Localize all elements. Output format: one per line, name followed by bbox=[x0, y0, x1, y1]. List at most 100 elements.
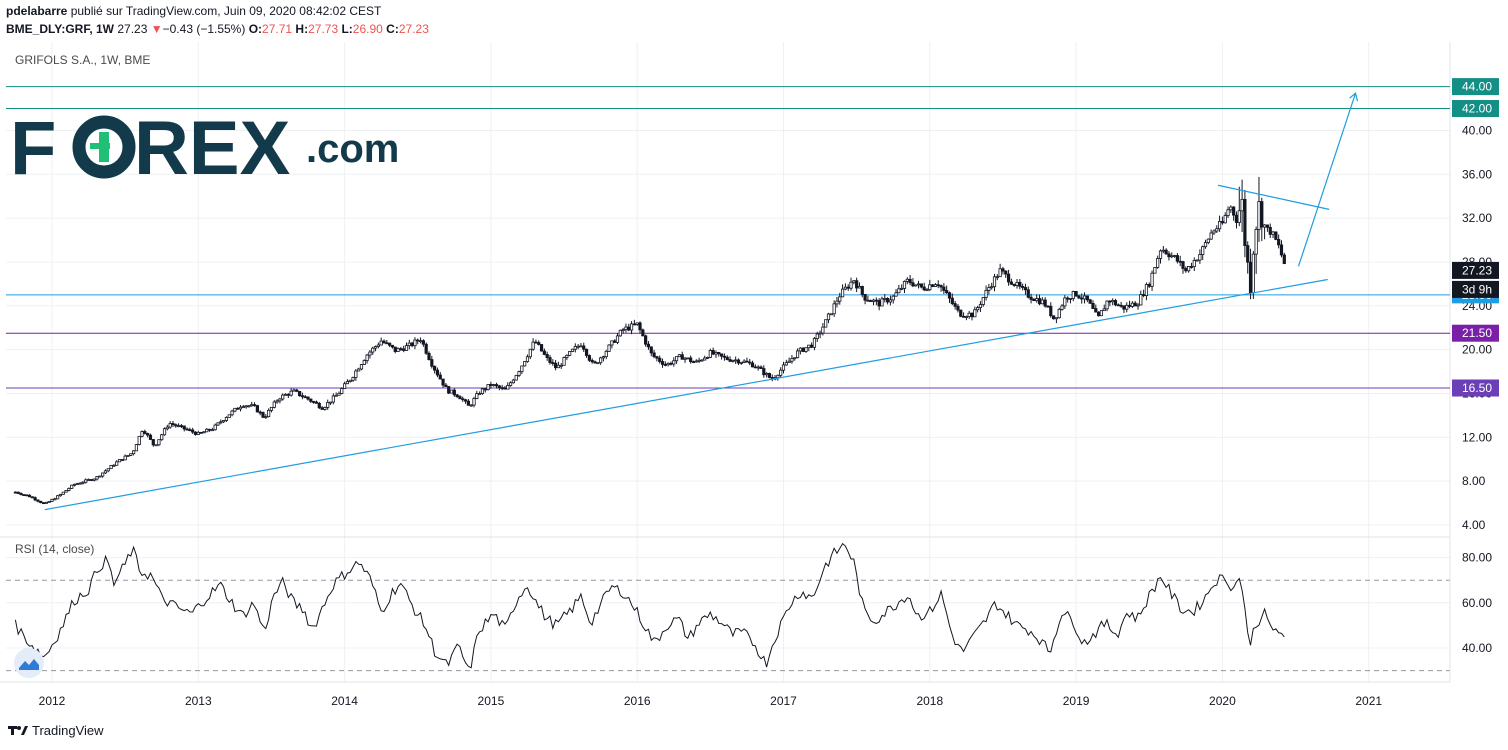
tradingview-footer[interactable]: TradingView bbox=[8, 723, 104, 738]
candle-body bbox=[1066, 297, 1070, 300]
candle-body bbox=[328, 401, 333, 404]
candle-body bbox=[320, 407, 324, 410]
candle-body bbox=[1054, 317, 1059, 320]
candle-body bbox=[1009, 281, 1013, 285]
x-tick-label: 2017 bbox=[770, 694, 797, 708]
projection-arrow-line[interactable] bbox=[1297, 92, 1357, 267]
candle-body bbox=[843, 286, 847, 290]
candle-body bbox=[1032, 299, 1036, 302]
candle-body bbox=[931, 284, 935, 287]
low-value: 26.90 bbox=[352, 22, 383, 36]
candle-body bbox=[877, 300, 881, 307]
candle-body bbox=[748, 361, 752, 364]
candle-body bbox=[444, 384, 448, 387]
candle-body bbox=[568, 351, 572, 356]
candle-body bbox=[1265, 224, 1270, 228]
candle-body bbox=[410, 342, 414, 347]
candle-body bbox=[213, 424, 217, 431]
candle-body bbox=[894, 292, 898, 297]
candle-body bbox=[207, 428, 212, 431]
candle-body bbox=[109, 465, 113, 470]
price-axis-tick: 40.00 bbox=[1462, 123, 1492, 137]
candle-body bbox=[731, 359, 735, 362]
candle-body bbox=[27, 494, 32, 498]
candle-body bbox=[646, 343, 651, 348]
chart-legend[interactable]: GRIFOLS S.A., 1W, BME bbox=[15, 53, 151, 67]
candle-body bbox=[337, 392, 341, 396]
candle-body bbox=[489, 384, 493, 386]
candle-body bbox=[483, 388, 487, 391]
last-price: 27.23 bbox=[117, 22, 148, 36]
publisher-name[interactable]: pdelabarre bbox=[6, 4, 68, 18]
candle-body bbox=[694, 360, 698, 363]
candle-body bbox=[981, 297, 985, 305]
candle-body bbox=[494, 384, 499, 387]
candle-body bbox=[30, 496, 34, 499]
candle-body bbox=[348, 379, 352, 382]
candle-body bbox=[1130, 302, 1134, 307]
candle-body bbox=[452, 389, 456, 396]
candle-body bbox=[312, 401, 316, 403]
rsi-legend[interactable]: RSI (14, close) bbox=[15, 542, 95, 556]
candle-body bbox=[658, 357, 662, 362]
candle-body bbox=[632, 323, 636, 326]
candle-body bbox=[900, 287, 904, 290]
candle-body bbox=[373, 346, 378, 349]
candle-body bbox=[219, 421, 223, 424]
candle-body bbox=[458, 396, 462, 400]
candle-body bbox=[86, 479, 91, 481]
candle-body bbox=[539, 344, 544, 352]
candle-body bbox=[19, 493, 23, 496]
descending-trendline[interactable] bbox=[1217, 184, 1330, 210]
price-axis-tick: 4.00 bbox=[1462, 518, 1486, 532]
candle-body bbox=[1051, 315, 1056, 320]
candle-body bbox=[593, 361, 597, 364]
candle-body bbox=[570, 348, 575, 352]
candle-body bbox=[244, 405, 248, 408]
candle-body bbox=[508, 382, 513, 386]
tradingview-badge[interactable] bbox=[14, 648, 44, 678]
candle-body bbox=[413, 339, 417, 347]
candle-body bbox=[416, 339, 420, 342]
candle-body bbox=[880, 298, 884, 307]
candle-body bbox=[1192, 260, 1196, 268]
candle-body bbox=[810, 344, 814, 348]
candle-body bbox=[1082, 295, 1087, 300]
candle-body bbox=[101, 472, 105, 477]
candle-body bbox=[252, 404, 257, 407]
candle-body bbox=[711, 350, 715, 355]
candle-body bbox=[689, 357, 693, 363]
candle-body bbox=[447, 386, 451, 394]
bar-countdown-tag: 3d 9h bbox=[1462, 282, 1492, 296]
candle-body bbox=[1099, 310, 1104, 317]
candle-body bbox=[885, 298, 890, 303]
candle-body bbox=[1201, 246, 1205, 255]
candle-body bbox=[722, 355, 727, 358]
candle-body bbox=[973, 309, 977, 318]
price-axis-tick: 32.00 bbox=[1462, 211, 1492, 225]
candle-body bbox=[486, 384, 490, 390]
candle-body bbox=[205, 428, 209, 433]
rsi-axis-tick: 60.00 bbox=[1462, 596, 1492, 610]
candle-body bbox=[1043, 299, 1047, 307]
candle-body bbox=[323, 406, 327, 410]
candle-body bbox=[120, 459, 124, 461]
candle-body bbox=[503, 387, 507, 390]
candle-body bbox=[750, 362, 755, 368]
candle-body bbox=[677, 354, 682, 358]
candle-body bbox=[1147, 284, 1151, 287]
candle-body bbox=[984, 289, 988, 298]
candle-body bbox=[1091, 302, 1095, 309]
level-price-tag: 21.50 bbox=[1462, 326, 1492, 340]
candle-body bbox=[407, 342, 411, 347]
tradingview-wave-icon bbox=[19, 659, 39, 670]
candle-body bbox=[995, 276, 999, 279]
candle-body bbox=[53, 498, 57, 501]
candle-body bbox=[224, 416, 229, 421]
candle-body bbox=[793, 357, 797, 360]
candle-body bbox=[506, 385, 510, 390]
candle-body bbox=[852, 280, 856, 283]
ascending-trendline[interactable] bbox=[44, 278, 1328, 511]
candle-body bbox=[1139, 294, 1143, 306]
